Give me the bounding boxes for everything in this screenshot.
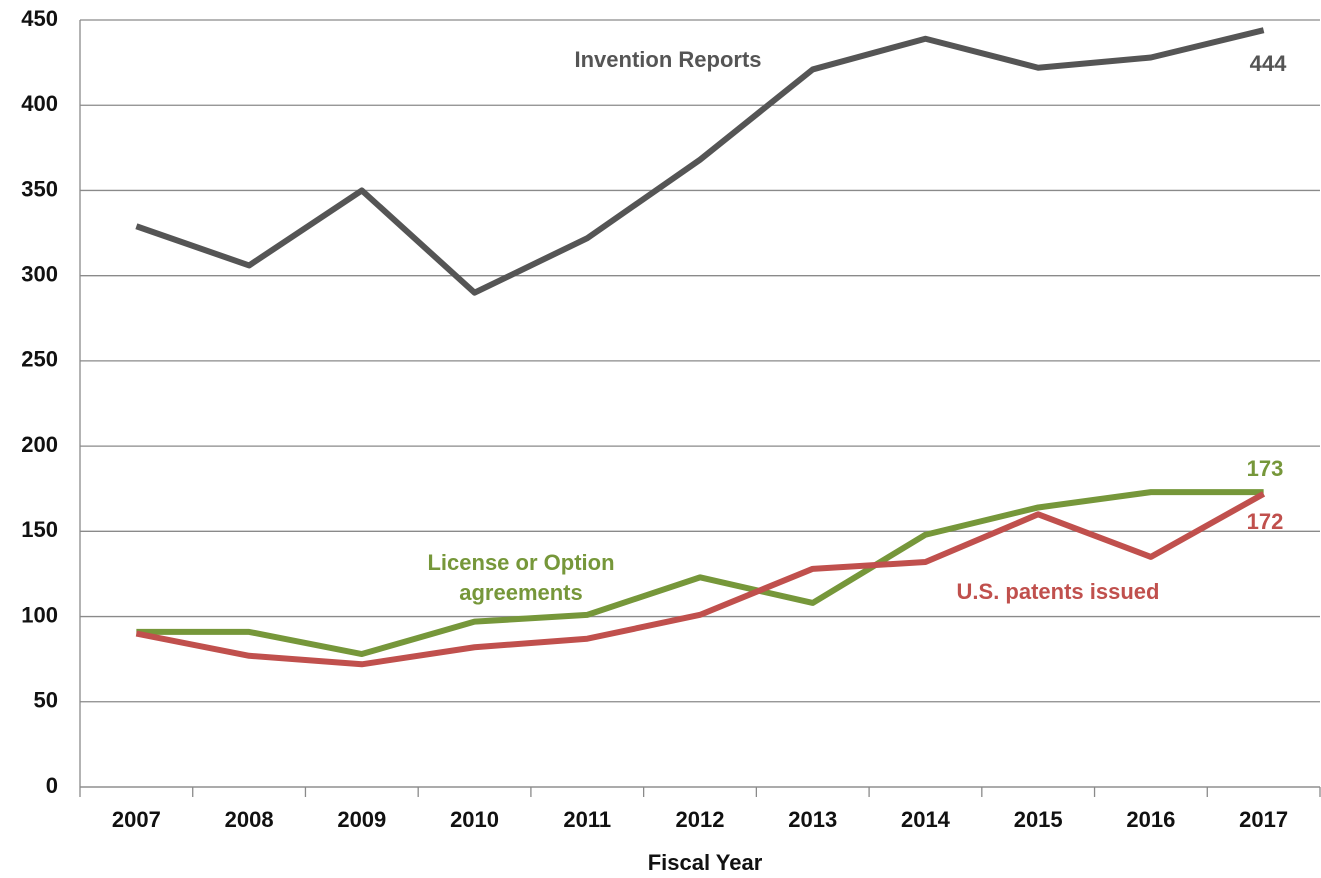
value-label: 172 [1246, 509, 1284, 534]
y-tick-label: 100 [21, 602, 58, 627]
y-tick-label: 400 [21, 91, 58, 116]
x-tick-label: 2012 [676, 807, 725, 832]
series-label: Invention Reports [574, 47, 762, 72]
y-tick-label: 150 [21, 517, 58, 542]
x-tick-label: 2008 [225, 807, 274, 832]
x-tick-label: 2009 [337, 807, 386, 832]
y-tick-label: 300 [21, 261, 58, 286]
y-tick-label: 200 [21, 432, 58, 457]
x-tick-label: 2015 [1014, 807, 1063, 832]
x-tick-label: 2007 [112, 807, 161, 832]
value-label: 444 [1249, 51, 1287, 76]
x-axis-label: Fiscal Year [648, 850, 763, 875]
series-label: U.S. patents issued [956, 579, 1160, 604]
series-line [135, 27, 1265, 296]
x-tick-label: 2013 [788, 807, 837, 832]
x-tick-label: 2014 [901, 807, 951, 832]
value-label: 173 [1246, 456, 1284, 481]
x-tick-label: 2017 [1239, 807, 1288, 832]
y-tick-label: 250 [21, 347, 58, 372]
x-tick-label: 2016 [1126, 807, 1175, 832]
y-tick-label: 50 [34, 688, 58, 713]
x-tick-label: 2011 [563, 807, 611, 832]
y-tick-label: 450 [21, 6, 58, 31]
series-line [136, 489, 1264, 658]
x-tick-label: 2010 [450, 807, 499, 832]
series-label: License or Option agreements [427, 550, 615, 605]
y-tick-label: 0 [46, 773, 58, 798]
series-line [135, 491, 1266, 668]
y-tick-label: 350 [21, 176, 58, 201]
